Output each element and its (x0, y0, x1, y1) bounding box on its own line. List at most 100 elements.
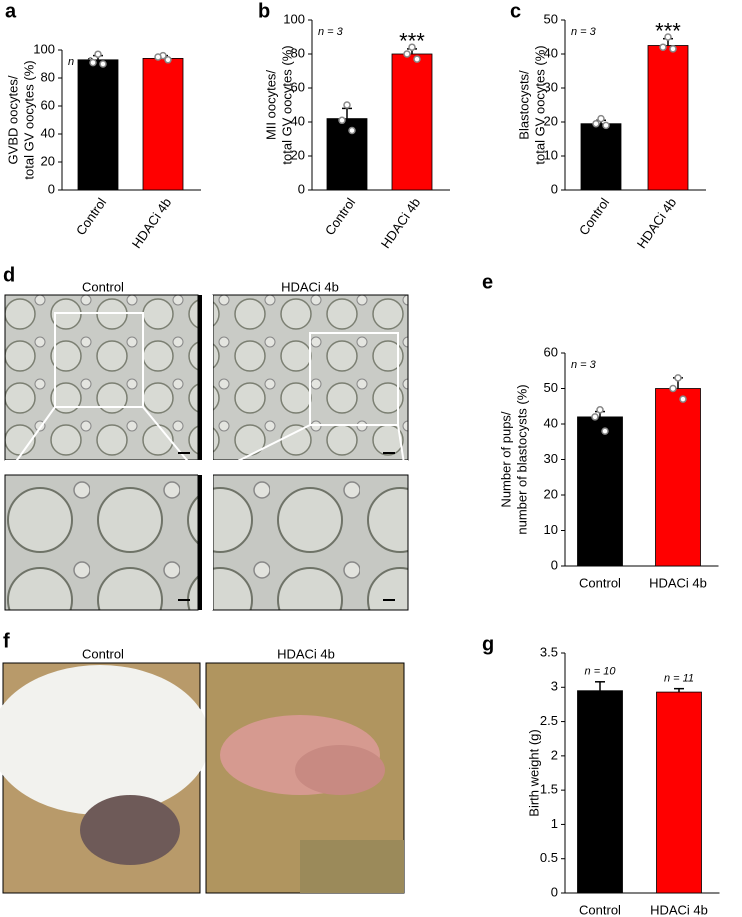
data-point (597, 114, 605, 123)
y-tick-label: 80 (41, 69, 55, 84)
y-tick-label: 20 (544, 113, 558, 128)
panel-label: a (5, 0, 17, 22)
data-point (408, 43, 416, 51)
y-tick-label: 40 (544, 45, 558, 60)
y-tick-label: 0 (48, 181, 55, 196)
x-tick-label: Control (322, 195, 358, 238)
image-label: HDACi 4b (281, 279, 339, 294)
data-point (664, 33, 672, 41)
y-tick-label: 60 (291, 79, 305, 94)
y-tick-label: 30 (544, 451, 558, 466)
data-point (602, 121, 610, 130)
data-point (154, 53, 162, 61)
y-tick-label: 0 (551, 884, 558, 899)
y-tick-label: 60 (41, 97, 55, 112)
bar (580, 123, 622, 191)
y-tick-label: 0 (551, 557, 558, 572)
data-point (601, 427, 609, 435)
data-point (669, 384, 677, 393)
y-tick-label: 80 (291, 45, 305, 60)
y-tick-label: 3.5 (540, 644, 558, 659)
data-point (592, 119, 600, 128)
y-axis-label: number of blastocysts (%) (514, 384, 529, 534)
y-tick-label: 20 (544, 486, 558, 501)
y-axis-label: Number of pups/ (498, 411, 513, 507)
y-tick-label: 0.5 (540, 850, 558, 865)
panel-d-images (4, 294, 409, 611)
y-tick-label: 50 (544, 380, 558, 395)
data-point (659, 43, 667, 51)
bar-annotation: *** (655, 19, 681, 44)
data-point (343, 101, 351, 109)
x-tick-label: HDACi 4b (634, 195, 679, 251)
panel-label: e (482, 271, 493, 293)
annotation: n = 3 (571, 359, 597, 371)
y-tick-label: 0 (551, 181, 558, 196)
y-axis-label: total GV oocytes (%) (532, 45, 547, 164)
bar (77, 59, 119, 191)
y-axis-label: MII oocytes/ (263, 70, 278, 140)
x-tick-label: HDACi 4b (649, 575, 707, 590)
data-point (596, 406, 604, 414)
data-point (338, 116, 346, 125)
image-label: Control (82, 279, 124, 294)
x-tick-label: Control (579, 902, 621, 917)
panel-f-images (0, 662, 405, 894)
y-tick-label: 10 (544, 522, 558, 537)
annotation: n = 3 (571, 26, 597, 38)
panel-label: d (3, 264, 15, 286)
y-axis-label: GVBD oocytes/ (5, 75, 20, 164)
data-point (413, 55, 421, 63)
data-point (348, 126, 356, 135)
x-tick-label: Control (579, 575, 621, 590)
y-axis-label: Blastocysts/ (516, 70, 531, 140)
bar (577, 416, 623, 567)
y-axis-label: total GV oocytes (%) (279, 45, 294, 164)
bar (391, 53, 433, 191)
x-tick-label: Control (576, 195, 612, 238)
data-point (403, 50, 411, 58)
y-tick-label: 40 (544, 415, 558, 430)
bar-annotation: *** (399, 29, 425, 54)
bar (656, 691, 702, 894)
y-tick-label: 40 (41, 125, 55, 140)
data-point (679, 395, 687, 403)
data-point (669, 45, 677, 53)
bar-annotation: n = 10 (585, 666, 617, 678)
data-point (89, 58, 97, 67)
panel-label: c (510, 0, 521, 22)
x-tick-label: HDACi 4b (650, 902, 708, 917)
y-tick-label: 2.5 (540, 713, 558, 728)
annotation: n = 3 (318, 26, 344, 38)
y-axis-label: Birth weight (g) (526, 729, 541, 816)
bar (326, 118, 368, 191)
y-tick-label: 20 (291, 147, 305, 162)
bar (142, 58, 184, 191)
x-tick-label: Control (73, 195, 109, 238)
bar-annotation: n = 11 (664, 673, 694, 685)
panel-label: g (482, 633, 494, 655)
data-point (674, 374, 682, 382)
y-tick-label: 2 (551, 747, 558, 762)
y-tick-label: 0 (298, 181, 305, 196)
data-point (99, 60, 107, 68)
bar (647, 45, 689, 191)
y-tick-label: 60 (544, 344, 558, 359)
y-axis-label: total GV oocytes (%) (21, 60, 36, 179)
y-tick-label: 3 (551, 679, 558, 694)
bar (655, 388, 701, 567)
y-tick-label: 10 (544, 147, 558, 162)
x-tick-label: HDACi 4b (378, 195, 423, 251)
data-point (164, 56, 172, 64)
y-tick-label: 100 (283, 11, 305, 26)
y-tick-label: 40 (291, 113, 305, 128)
y-tick-label: 1 (551, 816, 558, 831)
data-point (591, 413, 599, 421)
data-point (94, 50, 102, 58)
image-label: Control (82, 646, 124, 661)
x-tick-label: HDACi 4b (129, 195, 174, 251)
y-tick-label: 20 (41, 153, 55, 168)
panel-label: f (3, 630, 10, 652)
y-tick-label: 1.5 (540, 782, 558, 797)
